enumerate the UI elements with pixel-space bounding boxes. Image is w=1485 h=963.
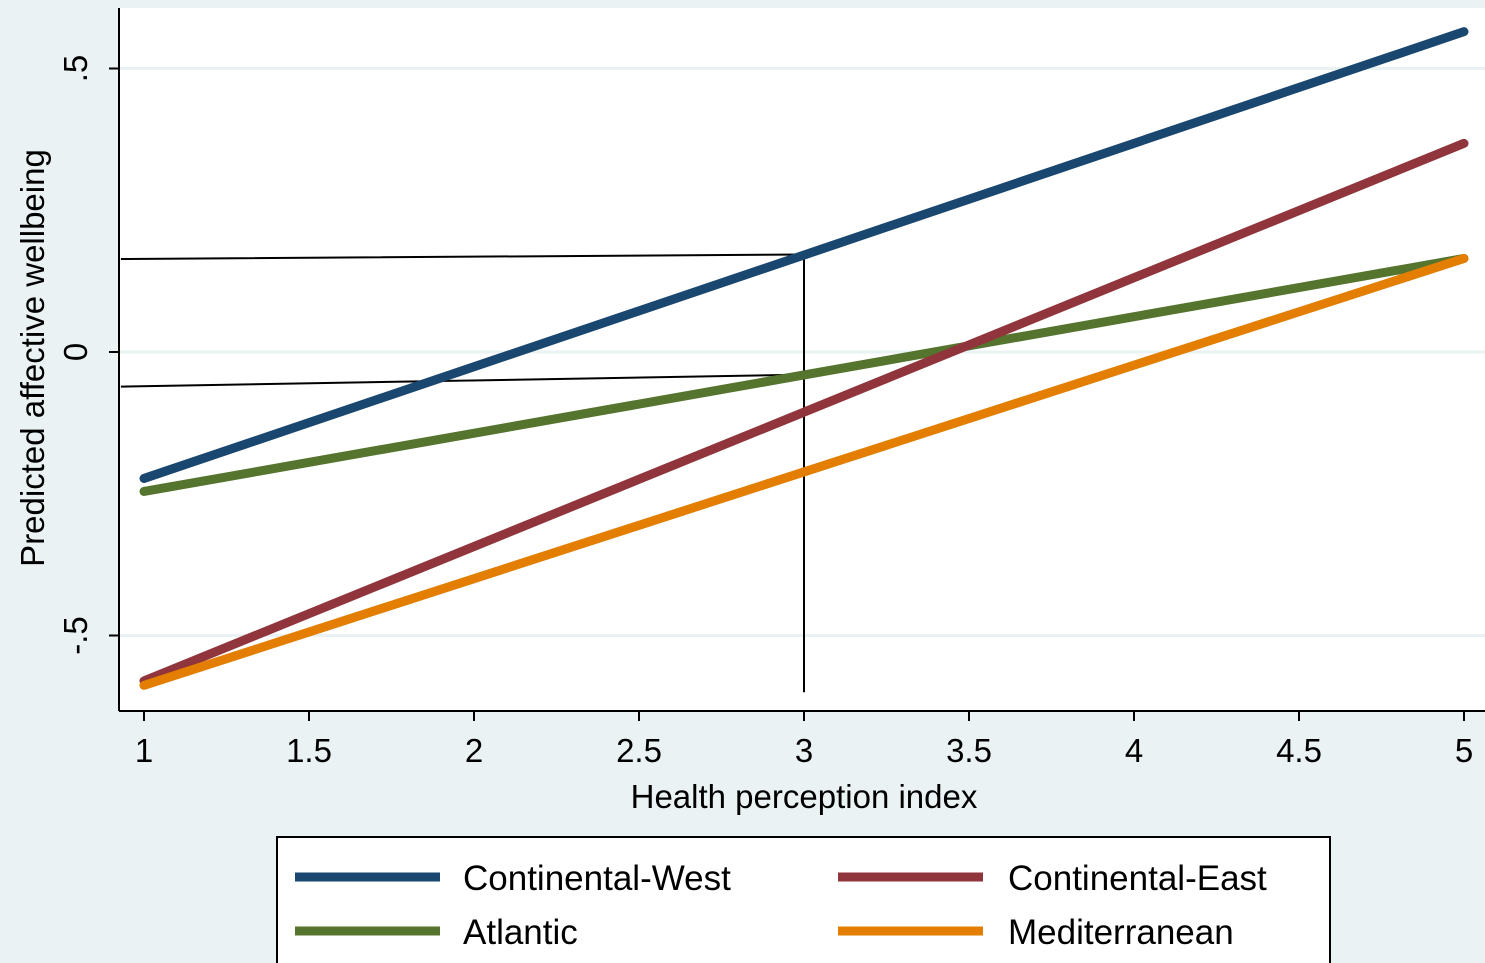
y-axis-title: Predicted affective wellbeing: [14, 149, 51, 567]
legend-entries: Continental-West Continental-East Atlantic…: [295, 859, 1267, 952]
x-tick-label: 2.5: [616, 732, 662, 769]
y-tick-label: 0: [57, 343, 94, 361]
y-tick-label: -.5: [57, 616, 94, 655]
grid-lines: [119, 67, 1485, 637]
legend-label-mediterranean: Mediterranean: [1008, 913, 1234, 952]
x-axis-title: Health perception index: [631, 778, 978, 815]
reference-line: [120, 373, 805, 388]
y-tick-label: .5: [57, 55, 94, 83]
x-tick-label: 1.5: [286, 732, 332, 769]
axes: [118, 8, 1485, 712]
x-tick-label: 5: [1455, 732, 1473, 769]
legend: Continental-West Continental-East Atlantic…: [276, 836, 1331, 963]
legend-label-atlantic: Atlantic: [463, 913, 578, 952]
legend-label-continental-west: Continental-West: [463, 859, 731, 898]
x-ticks: 1 1.5 2 2.5 3 3.5 4 4.5 5: [135, 711, 1473, 769]
x-tick-label: 3: [795, 732, 813, 769]
legend-label-continental-east: Continental-East: [1008, 859, 1267, 898]
y-ticks: -.5 0 .5: [57, 55, 119, 655]
series-line-atlantic: [139, 253, 1469, 496]
legend-box: [276, 836, 1331, 963]
x-tick-label: 3.5: [946, 732, 992, 769]
x-tick-label: 4: [1125, 732, 1143, 769]
x-tick-label: 4.5: [1276, 732, 1322, 769]
x-tick-label: 2: [465, 732, 483, 769]
series-line-continental-west: [139, 27, 1469, 483]
x-tick-label: 1: [135, 732, 153, 769]
series-lines: [139, 27, 1469, 690]
series-line-mediterranean: [139, 253, 1469, 690]
series-line-continental-east: [139, 138, 1469, 686]
